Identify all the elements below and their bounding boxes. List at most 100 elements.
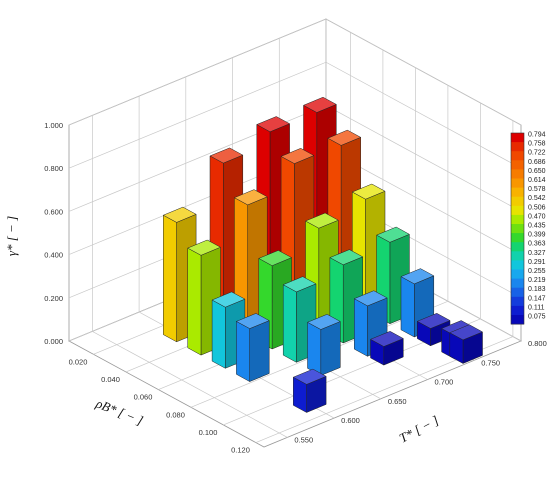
colorbar-swatch — [511, 178, 524, 188]
z-tick-label: 0.000 — [44, 337, 63, 346]
z-tick-label: 0.600 — [44, 207, 63, 216]
tick-labels: 0.000 0.200 0.400 0.600 0.800 1.000 0.020 0.040… — [44, 121, 547, 455]
colorbar-swatch — [511, 160, 524, 170]
bar — [449, 324, 484, 364]
colorbar-label: 0.147 — [528, 295, 546, 302]
rho-tick-label: 0.100 — [199, 428, 218, 437]
colorbar-label: 0.506 — [528, 204, 546, 211]
bar-top-face — [233, 189, 268, 206]
colorbar-swatch — [511, 296, 524, 307]
bar-top-face — [256, 116, 291, 133]
colorbar-label: 0.399 — [528, 232, 546, 239]
bar-front-face — [354, 298, 368, 357]
colorbar-swatch — [511, 196, 524, 207]
rho-tick-label: 0.060 — [134, 393, 153, 402]
colorbar-frame — [510, 132, 525, 325]
colorbar-label: 0.722 — [528, 150, 546, 157]
t-tick-label: 0.550 — [294, 435, 313, 444]
t-tick-label: 0.650 — [388, 397, 407, 406]
colorbar-swatch — [511, 133, 524, 143]
bar-top-face — [327, 129, 362, 146]
bar-top-face — [280, 148, 315, 164]
bar-top-face — [211, 291, 246, 308]
bar-top-face — [369, 331, 404, 347]
bar-top-face — [306, 314, 341, 330]
bar — [235, 313, 270, 383]
colorbar-swatch — [511, 278, 524, 289]
bar-front-face — [236, 320, 250, 383]
z-tick-label: 0.800 — [44, 164, 63, 173]
colorbar-swatch — [511, 169, 524, 179]
bar — [416, 313, 451, 347]
colorbar-swatch — [511, 151, 524, 161]
bar-top-face — [235, 313, 270, 329]
colorbar-label: 0.255 — [528, 268, 546, 275]
colorbar-label: 0.542 — [528, 195, 546, 202]
t-grid-line — [92, 115, 288, 438]
t-axis-label: T* [ − ] — [397, 412, 441, 445]
colorbar-swatch — [511, 142, 524, 152]
bar-right-face — [320, 321, 341, 376]
colorbar-label: 0.470 — [528, 213, 546, 220]
rho-tick-label: 0.080 — [166, 410, 185, 419]
bars-layer — [162, 96, 484, 413]
colorbar-label: 0.075 — [528, 314, 546, 321]
colorbar-label: 0.614 — [528, 177, 546, 184]
rho-tick-label: 0.120 — [231, 446, 250, 455]
bar-top-face — [292, 368, 327, 385]
colorbar-swatch — [511, 214, 524, 225]
bar-top-face — [353, 290, 388, 307]
colorbar-label: 0.183 — [528, 286, 546, 293]
z-tick-label: 0.400 — [44, 251, 63, 260]
colorbar-label: 0.327 — [528, 250, 546, 257]
colorbar-swatch — [511, 205, 524, 216]
colorbar-swatch — [511, 287, 524, 298]
colorbar-swatch — [511, 233, 524, 243]
bar-front-face — [282, 284, 297, 363]
bar-top-face — [258, 250, 293, 266]
colorbar-label: 0.758 — [528, 141, 546, 148]
bar-front-face — [211, 299, 226, 369]
rho-tick-label: 0.020 — [69, 357, 88, 366]
t-tick-label: 0.750 — [481, 358, 500, 367]
bar-front-face — [400, 276, 415, 338]
colorbar-swatch — [511, 305, 524, 316]
bar-top-face — [351, 183, 386, 200]
colorbar-label: 0.686 — [528, 159, 546, 166]
bar-top-face — [187, 239, 222, 256]
bar-top-face — [329, 249, 364, 266]
colorbar-label: 0.794 — [528, 132, 546, 139]
z-tick-label: 1.000 — [44, 121, 63, 130]
bar-top-face — [416, 313, 451, 329]
bar-front-face — [187, 247, 202, 356]
bar-top-face — [302, 96, 337, 113]
bar-right-face — [249, 320, 270, 382]
colorbar-label: 0.578 — [528, 186, 546, 193]
bar-front-face — [163, 214, 177, 343]
bar-top-face — [376, 226, 410, 243]
colorbar: 0.794 0.758 0.722 0.686 0.650 0.614 0.578 0.542… — [510, 132, 546, 325]
bar — [306, 314, 341, 376]
colorbar-label: 0.435 — [528, 223, 546, 230]
t-tick-label: 0.800 — [528, 339, 547, 348]
colorbar-swatch — [511, 269, 524, 279]
bar-top-face — [304, 212, 339, 229]
colorbar-label: 0.291 — [528, 259, 546, 266]
bar-top-face — [282, 276, 317, 293]
bar-top-face — [400, 268, 435, 285]
colorbar-label: 0.650 — [528, 168, 546, 175]
z-axis-label: γ* [ − ] — [4, 216, 19, 256]
bar-front-face — [307, 321, 322, 376]
colorbar-swatch — [511, 242, 524, 252]
rho-tick-label: 0.040 — [101, 375, 120, 384]
colorbar-swatch — [511, 315, 524, 325]
t-grid-line — [138, 96, 335, 419]
colorbar-swatch — [511, 187, 524, 198]
bar — [369, 331, 404, 366]
t-tick-label: 0.600 — [341, 416, 360, 425]
bar-top-face — [162, 206, 197, 223]
colorbar-swatch — [511, 251, 524, 261]
colorbar-label: 0.363 — [528, 241, 546, 248]
